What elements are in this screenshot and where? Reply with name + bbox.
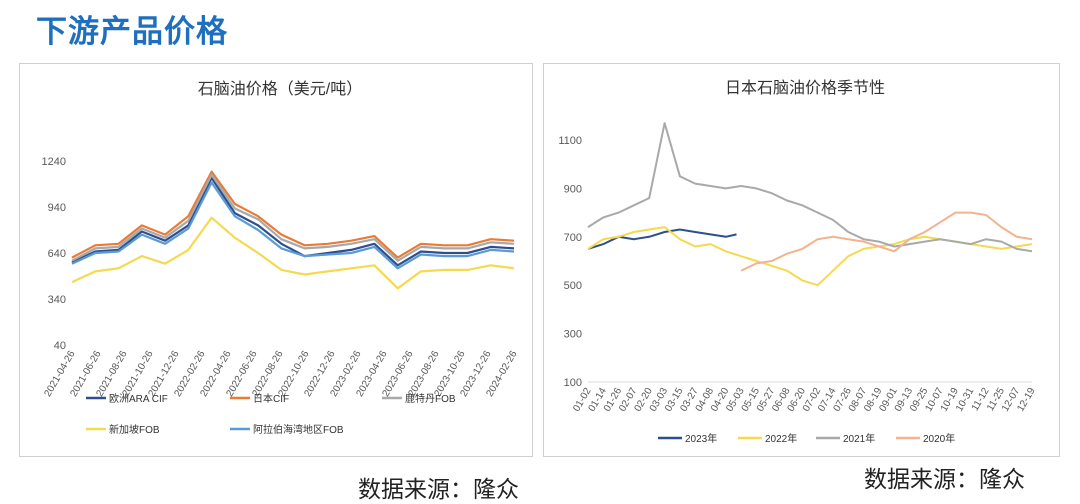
legend-label: 阿拉伯海湾地区FOB (253, 423, 344, 436)
page-title: 下游产品价格 (36, 14, 228, 50)
legend-label: 2021年 (843, 432, 875, 445)
japan-naphtha-seasonality-chart-panel: 日本石脑油价格季节性 100 300 500 700 900 1100 01-02 01-14 0… (543, 63, 1060, 457)
series-line (71, 176, 515, 267)
y-tick-label: 700 (564, 232, 582, 244)
japan-naphtha-seasonality-chart: 日本石脑油价格季节性100300500700900110001-0201-140… (558, 79, 1037, 445)
source-note-right: 数据来源：隆众 (864, 467, 1025, 493)
y-tick-label: 340 (48, 294, 66, 306)
legend-label: 2020年 (923, 432, 955, 445)
chart-title: 日本石脑油价格季节性 (725, 79, 885, 97)
y-tick-label: 940 (48, 202, 66, 214)
y-tick-label: 640 (48, 248, 66, 260)
y-tick-label: 1100 (558, 135, 582, 147)
series-line (71, 216, 515, 290)
legend-label: 2022年 (765, 432, 797, 445)
naphtha-price-chart-panel: 石脑油价格（美元/吨） 40 340 640 940 1240 2021-04-26 2021… (19, 63, 533, 457)
series-line (71, 181, 515, 270)
series-line (71, 170, 515, 259)
naphtha-price-chart: 石脑油价格（美元/吨）4034064094012402021-04-262021… (42, 80, 520, 436)
series-line (740, 211, 1033, 272)
y-tick-label: 900 (564, 183, 582, 195)
y-tick-label: 1240 (42, 156, 66, 168)
legend-label: 新加坡FOB (109, 423, 160, 436)
legend-label: 2023年 (685, 432, 717, 445)
series-line (587, 228, 737, 250)
legend-label: 鹿特丹FOB (405, 392, 456, 405)
chart-title: 石脑油价格（美元/吨） (198, 80, 362, 98)
legend-label: 欧洲ARA CIF (109, 393, 168, 405)
y-tick-label: 300 (564, 329, 582, 341)
y-tick-label: 100 (564, 377, 582, 389)
series-line (587, 122, 1033, 253)
y-tick-label: 500 (564, 280, 582, 292)
series-line (71, 173, 515, 262)
y-tick-label: 40 (54, 340, 66, 352)
legend-label: 日本CIF (253, 392, 289, 405)
